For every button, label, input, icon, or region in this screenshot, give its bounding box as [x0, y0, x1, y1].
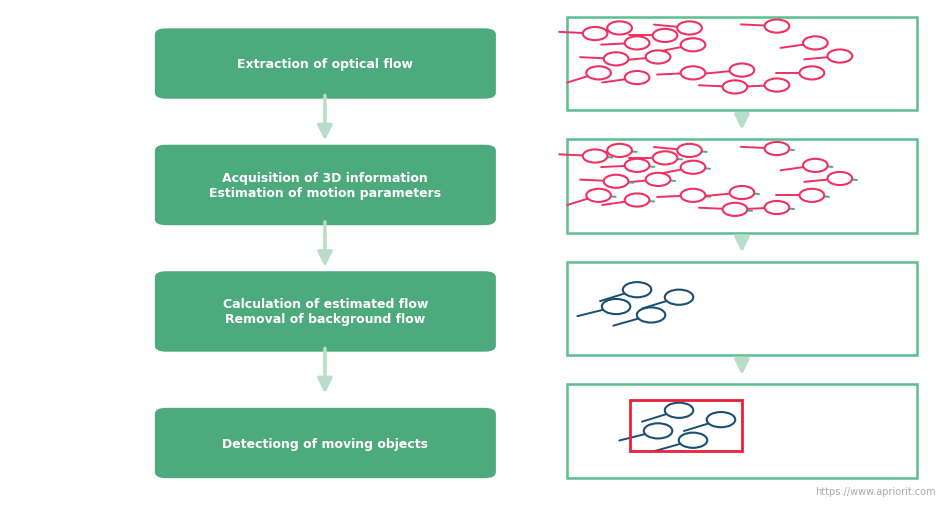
Circle shape [582, 28, 607, 41]
Text: https://www.apriorit.com: https://www.apriorit.com [815, 486, 936, 496]
Bar [567, 18, 917, 111]
Circle shape [607, 22, 632, 35]
Circle shape [604, 175, 629, 188]
Circle shape [586, 67, 611, 80]
Circle shape [653, 152, 677, 165]
Circle shape [680, 67, 705, 80]
Circle shape [765, 142, 789, 156]
Circle shape [653, 30, 677, 43]
Circle shape [644, 423, 673, 438]
Circle shape [623, 283, 652, 298]
Text: Acquisition of 3D information
Estimation of motion parameters: Acquisition of 3D information Estimation… [209, 172, 442, 199]
Circle shape [625, 160, 650, 173]
Bar [567, 384, 917, 478]
Circle shape [646, 174, 671, 187]
FancyBboxPatch shape [155, 29, 496, 99]
Circle shape [803, 37, 827, 50]
Circle shape [604, 53, 629, 66]
FancyBboxPatch shape [155, 272, 496, 352]
Circle shape [678, 433, 707, 448]
Circle shape [646, 52, 671, 65]
Circle shape [677, 22, 702, 35]
FancyBboxPatch shape [155, 408, 496, 478]
Circle shape [665, 290, 694, 305]
Circle shape [723, 204, 748, 217]
Circle shape [730, 64, 754, 77]
Circle shape [665, 403, 694, 418]
Circle shape [765, 20, 789, 33]
Circle shape [827, 50, 852, 64]
Circle shape [765, 79, 789, 92]
Circle shape [680, 162, 705, 174]
Circle shape [827, 173, 852, 186]
Text: Extraction of optical flow: Extraction of optical flow [238, 58, 413, 71]
Bar [567, 262, 917, 356]
Circle shape [680, 39, 705, 52]
Circle shape [607, 144, 632, 158]
Circle shape [723, 81, 748, 94]
Text: Calculation of estimated flow
Removal of background flow: Calculation of estimated flow Removal of… [222, 298, 428, 326]
Circle shape [677, 144, 702, 158]
Circle shape [586, 189, 611, 203]
Bar [567, 140, 917, 233]
Circle shape [800, 189, 825, 203]
Circle shape [730, 186, 754, 199]
Circle shape [625, 194, 650, 207]
Text: Detectiong of moving objects: Detectiong of moving objects [222, 437, 428, 449]
Bar [630, 400, 742, 451]
Circle shape [636, 308, 665, 323]
Circle shape [707, 412, 735, 427]
Circle shape [803, 160, 827, 173]
Circle shape [765, 201, 789, 215]
Circle shape [625, 72, 650, 85]
Circle shape [680, 189, 705, 203]
Circle shape [625, 37, 650, 50]
Circle shape [602, 299, 631, 315]
Circle shape [800, 67, 825, 80]
FancyBboxPatch shape [155, 145, 496, 226]
Circle shape [582, 150, 607, 163]
